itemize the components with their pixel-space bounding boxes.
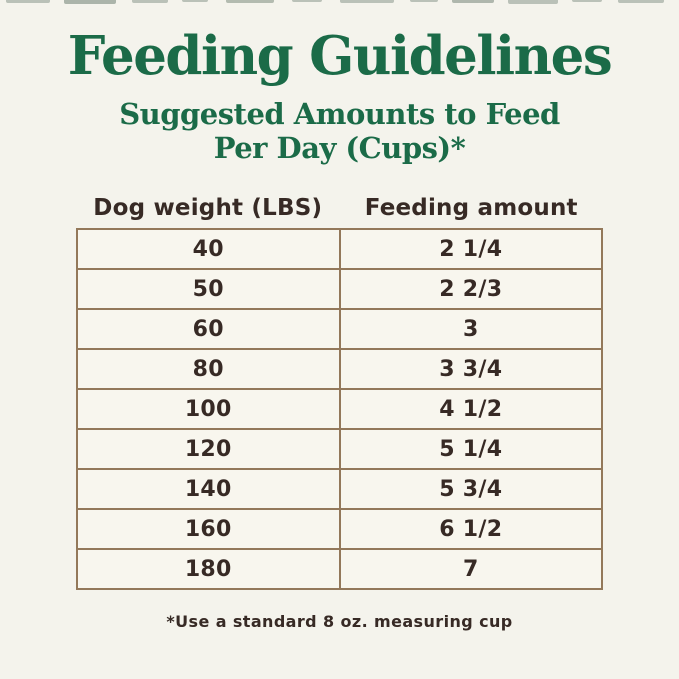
cropped-text-remnant-strip [0,0,679,5]
table-row: 40 2 1/4 [76,228,603,270]
crop-glyph-fragment [132,0,168,3]
dog-weight-cell: 100 [76,388,341,430]
dog-weight-cell: 40 [76,228,341,270]
dog-weight-cell: 60 [76,308,341,350]
table-row: 60 3 [76,308,603,350]
feeding-amount-table: 40 2 1/4 50 2 2/3 60 3 80 3 3/4 100 4 1/… [76,228,603,590]
feeding-amount-cell: 4 1/2 [338,388,603,430]
table-row: 80 3 3/4 [76,348,603,390]
table-row: 160 6 1/2 [76,508,603,550]
crop-glyph-fragment [292,0,322,2]
dog-weight-cell: 180 [76,548,341,590]
measuring-cup-footnote: *Use a standard 8 oz. measuring cup [166,612,513,631]
crop-glyph-fragment [340,0,394,3]
table-row: 180 7 [76,548,603,590]
crop-glyph-fragment [64,0,116,4]
crop-glyph-fragment [572,0,602,2]
dog-weight-cell: 80 [76,348,341,390]
column-header-feeding-amount: Feeding amount [364,195,578,221]
feeding-amount-cell: 6 1/2 [338,508,603,550]
table-row: 120 5 1/4 [76,428,603,470]
crop-glyph-fragment [508,0,558,4]
crop-glyph-fragment [226,0,274,3]
crop-glyph-fragment [618,0,664,3]
column-header-dog-weight: Dog weight (LBS) [93,195,323,221]
page-subtitle-line-2: Per Day (Cups)* [213,131,466,165]
feeding-amount-cell: 3 [338,308,603,350]
table-row: 50 2 2/3 [76,268,603,310]
page-subtitle-line-1: Suggested Amounts to Feed [119,97,560,131]
page-subtitle: Suggested Amounts to Feed Per Day (Cups)… [0,97,679,165]
dog-weight-cell: 140 [76,468,341,510]
page-title: Feeding Guidelines [67,25,613,87]
feeding-amount-cell: 2 2/3 [338,268,603,310]
feeding-amount-cell: 2 1/4 [338,228,603,270]
crop-glyph-fragment [182,0,208,2]
dog-weight-cell: 50 [76,268,341,310]
feeding-amount-cell: 7 [338,548,603,590]
feeding-amount-cell: 5 3/4 [338,468,603,510]
table-row: 140 5 3/4 [76,468,603,510]
feeding-amount-cell: 5 1/4 [338,428,603,470]
table-row: 100 4 1/2 [76,388,603,430]
dog-weight-cell: 160 [76,508,341,550]
feeding-amount-cell: 3 3/4 [338,348,603,390]
crop-glyph-fragment [6,0,50,3]
crop-glyph-fragment [452,0,494,3]
dog-weight-cell: 120 [76,428,341,470]
table-column-headers: Dog weight (LBS) Feeding amount [76,195,603,221]
crop-glyph-fragment [410,0,438,2]
